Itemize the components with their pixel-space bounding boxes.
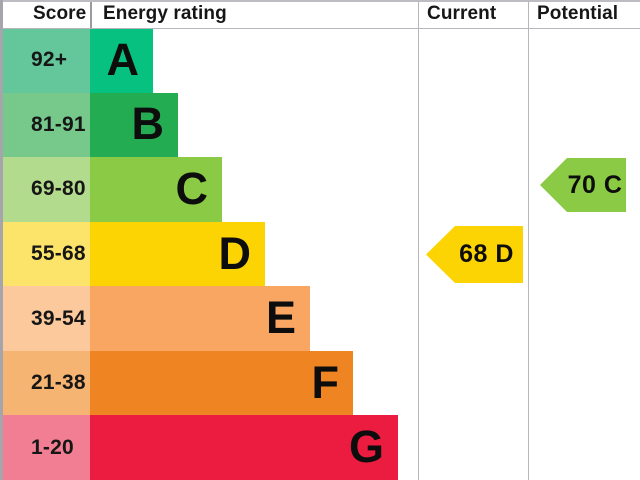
header-potential: Potential bbox=[537, 3, 619, 24]
header-energy-rating: Energy rating bbox=[103, 3, 227, 24]
band-bar-e: E bbox=[90, 286, 310, 351]
band-score-range: 81-91 bbox=[0, 92, 90, 158]
band-bar-g: G bbox=[90, 415, 398, 480]
column-divider-potential bbox=[527, 0, 529, 480]
band-bar-a: A bbox=[90, 28, 153, 93]
band-row-c: 69-80 C bbox=[0, 157, 640, 222]
header-current: Current bbox=[427, 3, 497, 24]
band-score-range: 55-68 bbox=[0, 221, 90, 287]
band-letter: E bbox=[265, 292, 296, 344]
header-score-divider bbox=[90, 0, 92, 28]
current-rating-value: 68 D bbox=[459, 240, 514, 268]
header-bottom-border bbox=[0, 27, 640, 29]
score-range-label: 69-80 bbox=[31, 177, 86, 201]
band-bar-c: C bbox=[90, 157, 222, 222]
band-letter: D bbox=[218, 227, 252, 279]
band-score-range: 92+ bbox=[0, 28, 90, 93]
band-score-range: 39-54 bbox=[0, 286, 90, 351]
table-header: Score Energy rating Current Potential bbox=[0, 0, 640, 28]
score-range-label: 55-68 bbox=[31, 242, 86, 266]
band-letter: C bbox=[175, 162, 209, 214]
band-score-range: 69-80 bbox=[0, 157, 90, 222]
score-range-label: 39-54 bbox=[31, 306, 86, 330]
band-rows: 92+ A 81-91 B 69-80 C 55-68 D 39-54 E 21… bbox=[0, 28, 640, 480]
band-letter: B bbox=[131, 98, 165, 150]
column-divider-current bbox=[417, 0, 419, 480]
band-letter: G bbox=[348, 421, 384, 473]
band-row-f: 21-38 F bbox=[0, 350, 640, 416]
band-bar-b: B bbox=[90, 92, 178, 158]
band-row-a: 92+ A bbox=[0, 28, 640, 93]
band-row-b: 81-91 B bbox=[0, 92, 640, 158]
band-score-range: 1-20 bbox=[0, 415, 90, 480]
table-top-border bbox=[0, 0, 640, 2]
band-row-e: 39-54 E bbox=[0, 286, 640, 351]
header-score: Score bbox=[33, 3, 87, 24]
potential-rating-marker: 70 C bbox=[540, 158, 626, 212]
band-letter: A bbox=[106, 33, 140, 85]
potential-rating-value: 70 C bbox=[567, 170, 623, 199]
table-left-border bbox=[0, 0, 3, 480]
score-range-label: 1-20 bbox=[31, 435, 74, 459]
band-row-g: 1-20 G bbox=[0, 415, 640, 480]
score-range-label: 92+ bbox=[31, 48, 68, 72]
score-range-label: 81-91 bbox=[31, 112, 86, 136]
score-range-label: 21-38 bbox=[31, 371, 86, 395]
band-bar-d: D bbox=[90, 221, 265, 287]
band-letter: F bbox=[311, 356, 340, 408]
band-bar-f: F bbox=[90, 350, 353, 416]
band-score-range: 21-38 bbox=[0, 350, 90, 416]
band-row-d: 55-68 D bbox=[0, 221, 640, 287]
